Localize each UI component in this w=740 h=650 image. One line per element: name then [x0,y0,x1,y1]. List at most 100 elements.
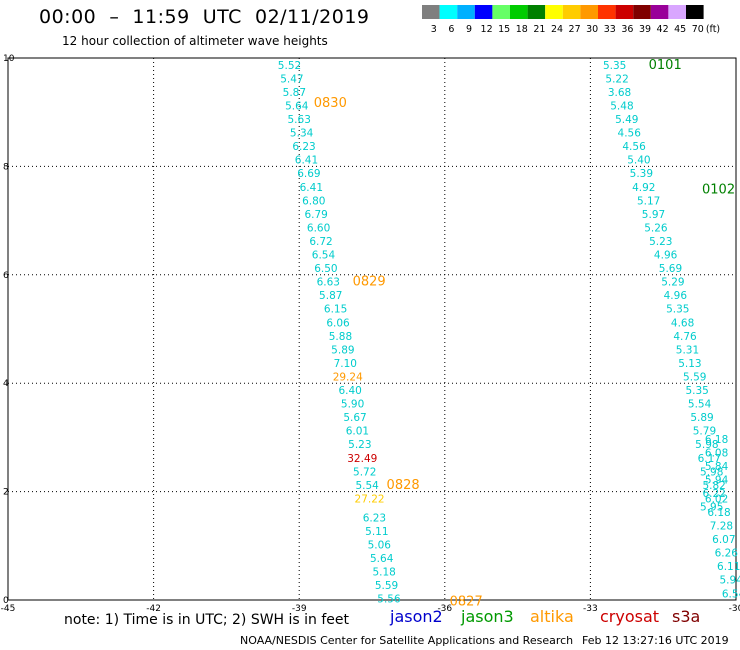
wave-height-point: 6.40 [338,385,361,397]
color-label-24: 24 [551,24,563,35]
wave-height-point: 5.56 [377,594,401,606]
wave-height-point: 6.01 [346,426,369,438]
wave-height-point: 5.84 [705,461,729,473]
source-s3a: s3a [672,607,701,626]
wave-height-point: 4.92 [632,182,655,194]
wave-height-point: 29.24 [333,371,363,383]
wave-height-point: 5.98 [700,466,723,478]
color-label-45: 45 [674,24,686,35]
wave-height-point: 6.23 [292,141,315,153]
wave-height-point: 6.08 [705,447,728,459]
color-label-21: 21 [533,24,545,35]
x-tick-label: -45 [1,604,16,614]
time-label-0830: 0830 [314,96,347,111]
wave-height-point: 5.11 [365,526,388,538]
wave-height-point: 5.48 [610,100,633,112]
wave-height-point: 5.59 [375,580,398,592]
chart-subtitle: 12 hour collection of altimeter wave hei… [62,34,328,48]
wave-height-point: 5.18 [372,567,395,579]
wave-height-point: 5.29 [661,277,684,289]
wave-height-point: 4.96 [654,250,678,262]
color-unit: (ft) [706,24,720,35]
plot-frame [7,57,737,601]
wave-height-point: 5.89 [690,412,713,424]
color-swatch-42 [650,5,669,19]
wave-height-point: 5.22 [605,73,628,85]
wave-height-point: 6.72 [309,236,332,248]
wave-height-point: 5.59 [683,371,706,383]
wave-height-point: 6.60 [307,222,330,234]
wave-height-point: 5.17 [637,195,660,207]
color-swatch-24 [545,5,563,19]
wave-height-point: 7.10 [334,358,357,370]
time-label-0829: 0829 [353,275,386,290]
wave-height-point: 5.23 [649,236,672,248]
color-swatch-27 [562,5,581,19]
color-label-3: 3 [431,24,437,35]
color-swatch-9 [457,5,475,19]
color-label-42: 42 [657,24,669,35]
color-label-15: 15 [498,24,510,35]
wave-height-point: 6.18 [707,507,730,519]
wave-height-point: 27.22 [355,493,385,505]
wave-height-point: 5.98 [695,439,718,451]
y-tick-label: 8 [3,162,9,172]
wave-height-point: 6.26 [715,548,739,560]
wave-height-point: 4.56 [622,141,646,153]
x-tick-label: -36 [437,604,452,614]
color-label-12: 12 [481,24,493,35]
wave-height-point: 5.26 [644,222,668,234]
x-tick-label: -33 [583,604,598,614]
wave-height-point: 6.50 [314,263,337,275]
wave-height-point: 5.47 [280,73,303,85]
color-label-30: 30 [586,24,598,35]
wave-height-point: 5.72 [353,466,376,478]
color-swatch-33 [598,5,616,19]
color-swatch-6 [439,5,458,19]
wave-height-point: 5.79 [693,426,716,438]
wave-height-point: 6.41 [295,155,318,167]
wave-height-point: 5.67 [343,412,366,424]
color-swatch-12 [474,5,493,19]
color-label-18: 18 [516,24,528,35]
wave-height-point: 5.88 [329,331,352,343]
source-cryosat: cryosat [600,607,660,626]
y-tick-label: 2 [3,488,9,498]
color-swatch-45 [668,5,686,19]
color-swatch-39 [633,5,651,19]
wave-height-point: 5.49 [615,114,638,126]
wave-height-point: 4.56 [618,128,642,140]
wave-height-point: 4.68 [671,317,694,329]
wave-height-point: 5.87 [283,87,306,99]
wave-height-point: 5.35 [603,60,626,72]
color-swatch-21 [527,5,546,19]
wave-height-point: 5.54 [355,480,379,492]
wave-height-point: 5.94 [705,474,729,486]
credit-text: NOAA/NESDIS Center for Satellite Applica… [240,634,574,647]
wave-height-point: 5.69 [659,263,682,275]
chart-title: 00:00 – 11:59 UTC 02/11/2019 [39,6,370,28]
wave-height-point: 5.90 [341,399,364,411]
wave-height-point: 6.80 [302,195,325,207]
wave-height-point: 5.31 [676,344,699,356]
wave-height-point: 5.06 [368,540,392,552]
source-jason3: jason3 [461,607,514,626]
color-label-70: 70 [692,24,704,35]
color-swatch-18 [510,5,528,19]
y-tick-label: 6 [3,271,9,281]
y-tick-label: 10 [3,54,15,64]
time-label-0101: 0101 [649,58,682,73]
color-swatch-3 [422,5,440,19]
wave-height-point: 6.54 [312,250,336,262]
note-text: note: 1) Time is in UTC; 2) SWH is in fe… [64,612,350,628]
wave-height-point: 5.82 [702,480,725,492]
time-label-0828: 0828 [387,478,420,493]
x-tick-label: -42 [146,604,161,614]
wave-height-point: 6.07 [712,534,735,546]
wave-height-point: 6.06 [326,317,350,329]
color-legend: 3 6 9 12 15 18 21 24 27 30 33 36 39 42 45 70 (ft) [422,5,720,35]
color-label-6: 6 [448,24,454,35]
color-swatch-36 [615,5,634,19]
time-label-0102: 0102 [702,183,735,198]
